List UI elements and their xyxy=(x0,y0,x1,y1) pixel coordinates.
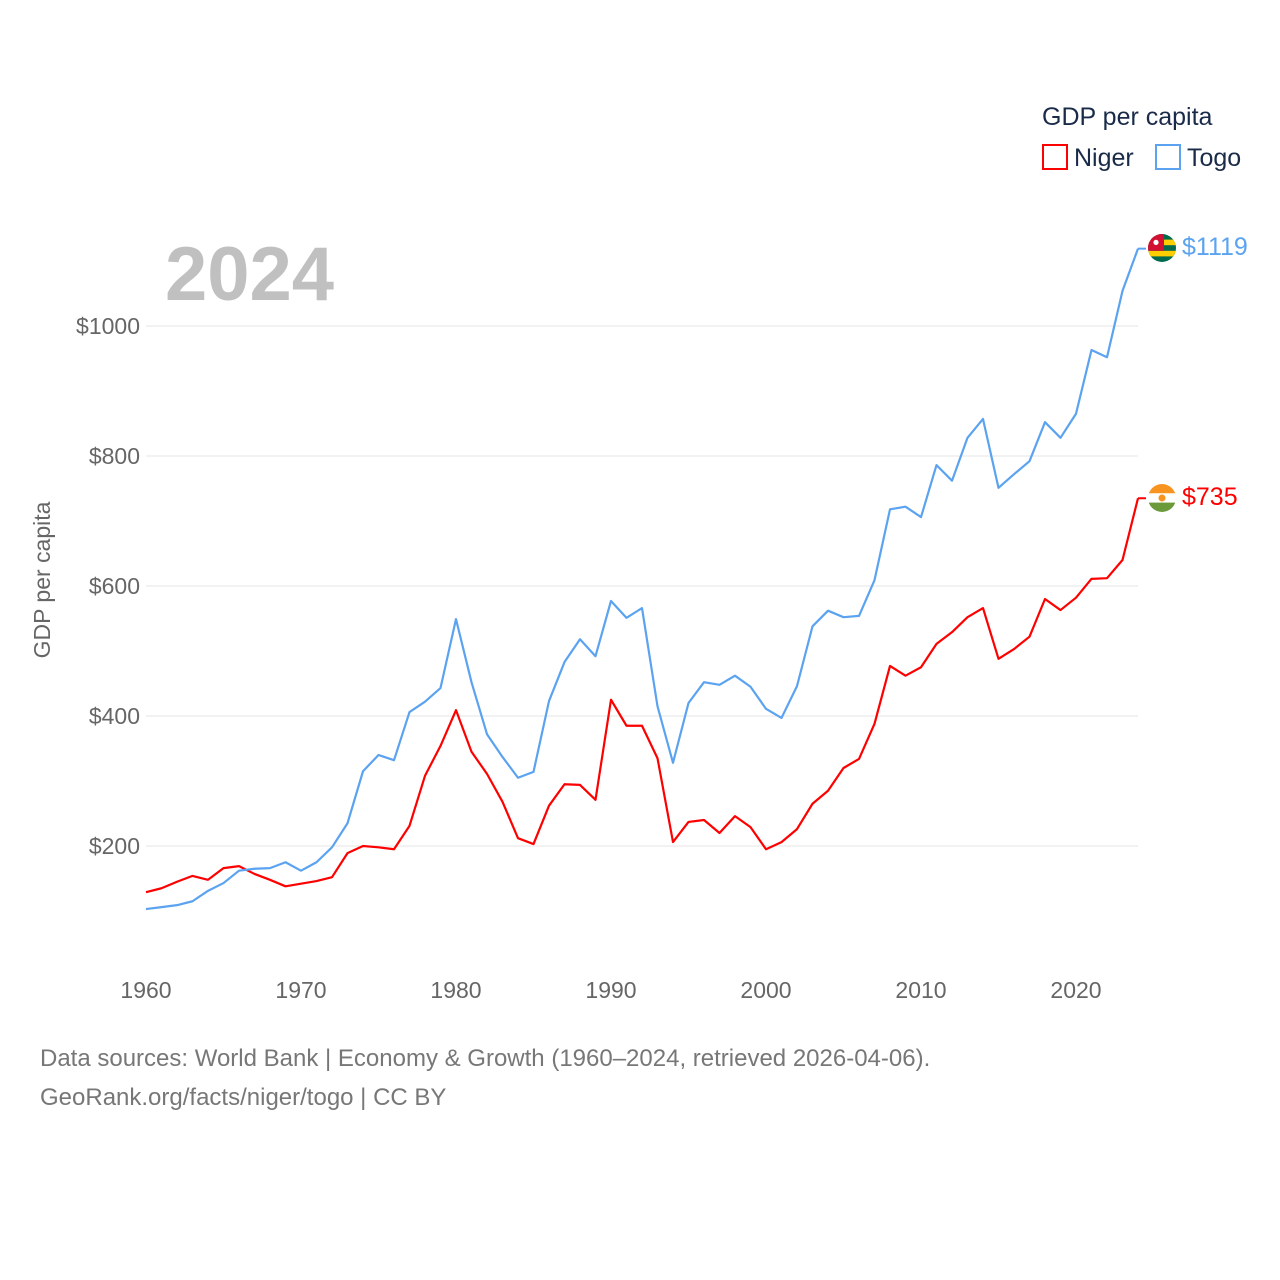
legend: GDP per capita Niger Togo xyxy=(1042,103,1241,172)
legend-swatch-togo xyxy=(1155,144,1181,170)
year-label: 2024 xyxy=(165,232,334,317)
x-tick-label: 2020 xyxy=(1050,977,1101,1003)
footer-sources: Data sources: World Bank | Economy & Gro… xyxy=(40,1045,931,1072)
x-tick-label: 1990 xyxy=(585,977,636,1003)
legend-swatch-niger xyxy=(1042,144,1068,170)
togo-series-line xyxy=(145,248,1140,911)
x-tick-label: 2010 xyxy=(895,977,946,1003)
y-tick-label: $1000 xyxy=(76,313,140,339)
y-tick-label: $200 xyxy=(89,833,140,859)
legend-label-togo: Togo xyxy=(1187,144,1241,172)
niger-series-line xyxy=(145,497,1140,894)
x-tick-label: 2000 xyxy=(740,977,791,1003)
togo-flag-icon xyxy=(1148,234,1176,262)
legend-title: GDP per capita xyxy=(1042,103,1213,131)
y-axis-ticks: $200 $400 $600 $800 $1000 xyxy=(76,313,140,859)
niger-end-label: $735 xyxy=(1182,483,1238,511)
x-tick-label: 1970 xyxy=(275,977,326,1003)
x-axis-ticks: 1960 1970 1980 1990 2000 2010 2020 xyxy=(120,977,1101,1003)
x-tick-label: 1980 xyxy=(430,977,481,1003)
legend-label-niger: Niger xyxy=(1074,144,1134,172)
x-tick-label: 1960 xyxy=(120,977,171,1003)
niger-flag-icon xyxy=(1148,484,1176,512)
footer-attribution[interactable]: GeoRank.org/facts/niger/togo | CC BY xyxy=(40,1084,447,1111)
y-tick-label: $800 xyxy=(89,443,140,469)
gridlines xyxy=(146,325,1138,847)
y-axis-label: GDP per capita xyxy=(29,501,55,658)
y-tick-label: $400 xyxy=(89,703,140,729)
y-tick-label: $600 xyxy=(89,573,140,599)
togo-end-label: $1119 xyxy=(1182,233,1248,261)
